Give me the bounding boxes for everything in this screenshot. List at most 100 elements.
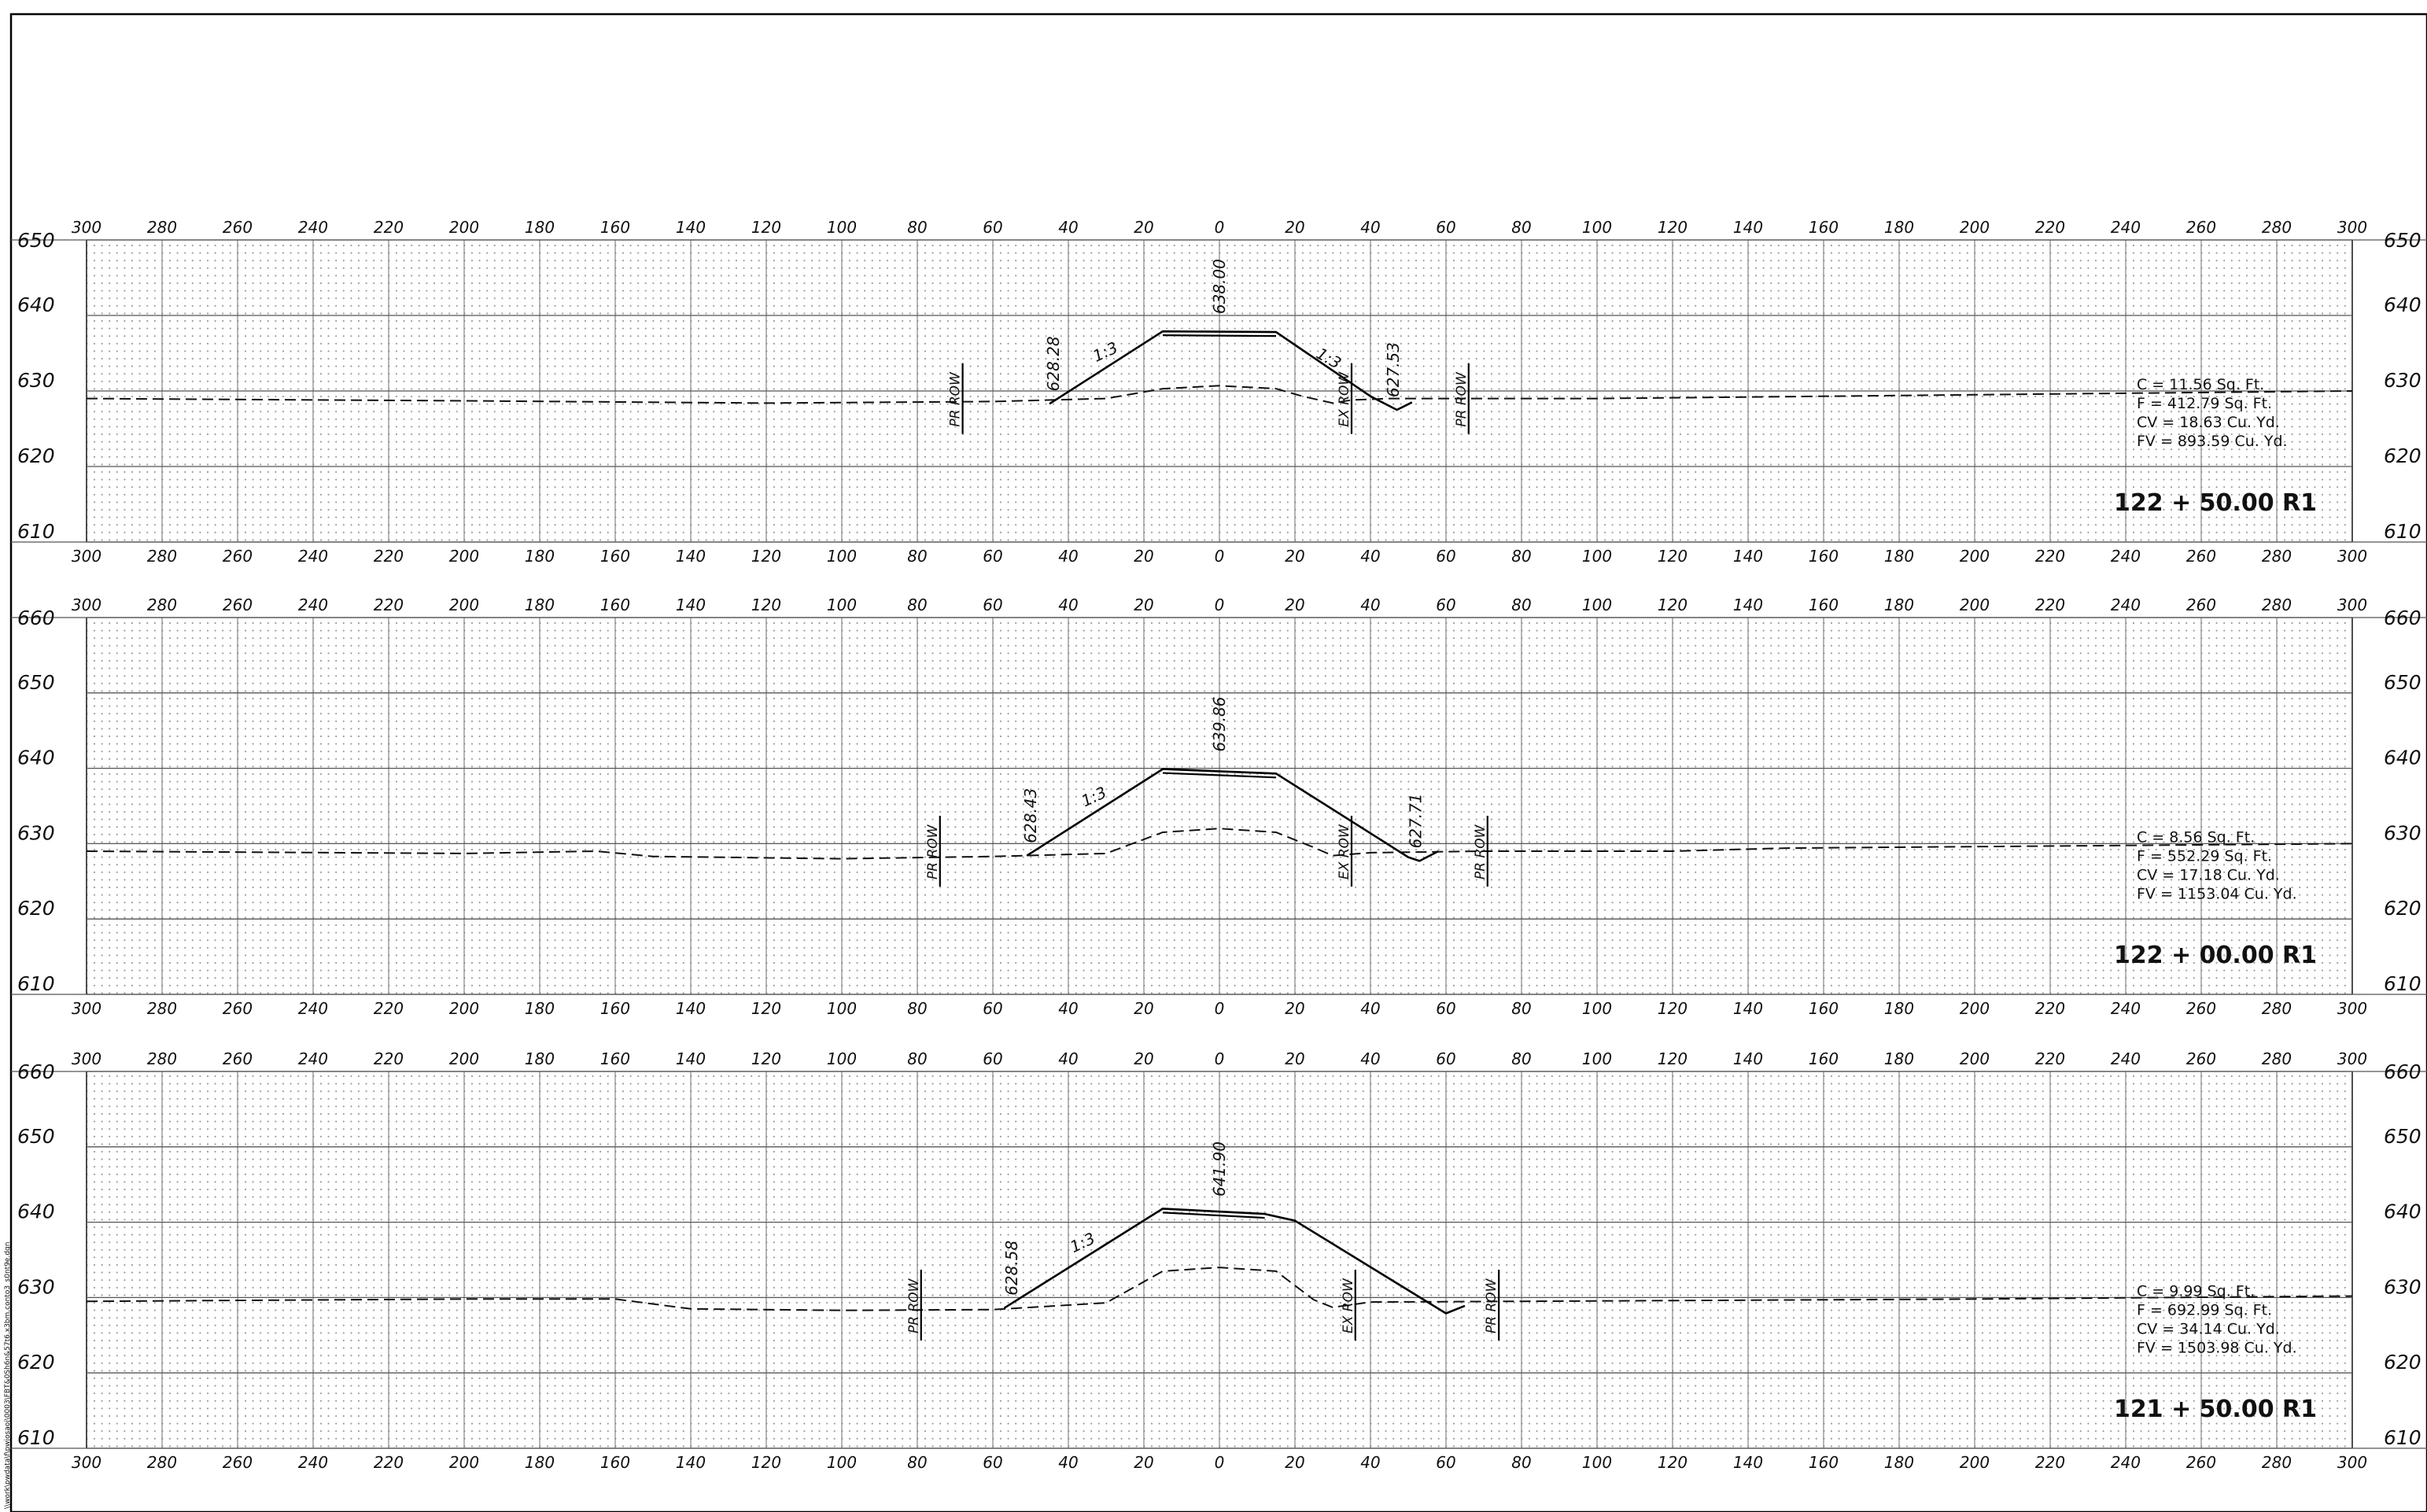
offset-tick-label-top: 180 bbox=[525, 1049, 555, 1068]
offset-tick-label-bottom: 20 bbox=[1134, 999, 1153, 1018]
elevation-axis-label-right: 620 bbox=[2384, 1351, 2421, 1374]
offset-tick-label-bottom: 80 bbox=[1511, 1453, 1531, 1472]
offset-tick-label-bottom: 180 bbox=[1884, 547, 1914, 566]
offset-tick-label-bottom: 100 bbox=[1582, 547, 1612, 566]
offset-tick-label-top: 200 bbox=[1960, 596, 1990, 614]
row-marker-label: PR ROW bbox=[1454, 371, 1470, 427]
offset-tick-label-top: 180 bbox=[1884, 1049, 1914, 1068]
offset-tick-label-bottom: 100 bbox=[827, 999, 857, 1018]
offset-tick-label-top: 80 bbox=[907, 596, 927, 614]
offset-tick-label-bottom: 220 bbox=[2035, 999, 2065, 1018]
offset-tick-label-bottom: 180 bbox=[1884, 1453, 1914, 1472]
offset-tick-label-bottom: 260 bbox=[2186, 547, 2216, 566]
offset-tick-label-bottom: 140 bbox=[676, 999, 706, 1018]
offset-tick-label-top: 60 bbox=[1436, 596, 1455, 614]
offset-tick-label-bottom: 300 bbox=[72, 547, 101, 566]
offset-tick-label-bottom: 140 bbox=[1733, 1453, 1763, 1472]
elevation-annotation: 627.53 bbox=[1384, 342, 1403, 397]
offset-tick-label-top: 160 bbox=[1809, 596, 1839, 614]
offset-tick-label-bottom: 20 bbox=[1134, 547, 1153, 566]
offset-tick-label-top: 300 bbox=[72, 1049, 101, 1068]
offset-tick-label-top: 40 bbox=[1360, 1049, 1380, 1068]
offset-tick-label-top: 260 bbox=[223, 596, 253, 614]
offset-tick-label-top: 300 bbox=[2337, 1049, 2367, 1068]
offset-tick-label-top: 140 bbox=[1733, 1049, 1763, 1068]
elevation-axis-label-right: 620 bbox=[2384, 897, 2421, 920]
offset-tick-label-bottom: 40 bbox=[1058, 1453, 1078, 1472]
offset-tick-label-top: 60 bbox=[1436, 1049, 1455, 1068]
existing-ground-line bbox=[86, 385, 2353, 404]
offset-tick-label-top: 80 bbox=[1511, 218, 1531, 237]
elevation-axis-label-left: 610 bbox=[17, 520, 55, 543]
offset-tick-label-bottom: 80 bbox=[907, 1453, 927, 1472]
offset-tick-label-top: 280 bbox=[147, 596, 177, 614]
offset-tick-label-top: 220 bbox=[374, 218, 404, 237]
offset-tick-label-bottom: 20 bbox=[1285, 547, 1304, 566]
pavement-line bbox=[1162, 772, 1277, 779]
offset-tick-label-top: 240 bbox=[298, 1049, 328, 1068]
offset-tick-label-bottom: 240 bbox=[298, 999, 328, 1018]
offset-tick-label-bottom: 100 bbox=[827, 547, 857, 566]
offset-tick-label-top: 220 bbox=[374, 1049, 404, 1068]
elevation-axis-label-left: 610 bbox=[17, 972, 55, 995]
elevation-axis-label-right: 640 bbox=[2384, 1200, 2421, 1223]
offset-tick-label-top: 260 bbox=[2186, 1049, 2216, 1068]
elevation-axis-label-left: 630 bbox=[17, 821, 55, 844]
offset-tick-label-top: 120 bbox=[1658, 218, 1687, 237]
offset-tick-label-top: 60 bbox=[983, 218, 1002, 237]
elevation-axis-label-right: 620 bbox=[2384, 444, 2421, 467]
offset-tick-label-bottom: 80 bbox=[907, 999, 927, 1018]
offset-tick-label-bottom: 160 bbox=[1809, 547, 1839, 566]
proposed-section-line bbox=[1003, 1208, 1466, 1315]
offset-tick-label-top: 40 bbox=[1058, 218, 1078, 237]
offset-tick-label-top: 160 bbox=[1809, 1049, 1839, 1068]
offset-tick-label-top: 20 bbox=[1285, 596, 1304, 614]
offset-tick-label-bottom: 140 bbox=[676, 1453, 706, 1472]
existing-ground-line bbox=[86, 1267, 2353, 1311]
elevation-annotation: 628.58 bbox=[1002, 1241, 1021, 1296]
offset-tick-label-top: 280 bbox=[2262, 218, 2292, 237]
offset-tick-label-bottom: 60 bbox=[983, 999, 1002, 1018]
offset-tick-label-top: 20 bbox=[1134, 1049, 1153, 1068]
offset-tick-label-bottom: 160 bbox=[600, 1453, 630, 1472]
offset-tick-label-bottom: 240 bbox=[2111, 1453, 2141, 1472]
elevation-axis-label-right: 650 bbox=[2384, 1125, 2421, 1148]
offset-tick-label-top: 80 bbox=[1511, 1049, 1531, 1068]
elevation-annotation: 628.43 bbox=[1021, 788, 1040, 843]
offset-tick-label-top: 0 bbox=[1215, 1049, 1225, 1068]
offset-tick-label-top: 220 bbox=[2035, 1049, 2065, 1068]
row-marker-label: EX ROW bbox=[1337, 824, 1352, 880]
quantity-line: F = 692.99 Sq. Ft. bbox=[2137, 1301, 2272, 1318]
row-marker-label: PR ROW bbox=[925, 824, 941, 880]
offset-tick-label-top: 160 bbox=[1809, 218, 1839, 237]
cross-section-panel: 3003002802802602602402402202202002001801… bbox=[11, 596, 2427, 1018]
offset-tick-label-bottom: 180 bbox=[525, 1453, 555, 1472]
elevation-axis-label-right: 610 bbox=[2384, 972, 2421, 995]
elevation-axis-label-right: 650 bbox=[2384, 671, 2421, 694]
offset-tick-label-bottom: 180 bbox=[525, 547, 555, 566]
station-label: 122 + 00.00 R1 bbox=[2114, 942, 2317, 969]
offset-tick-label-bottom: 200 bbox=[449, 547, 479, 566]
row-marker-label: EX ROW bbox=[1337, 371, 1352, 427]
elevation-axis-label-left: 650 bbox=[17, 671, 55, 694]
station-label: 121 + 50.00 R1 bbox=[2114, 1396, 2317, 1423]
sheet-border bbox=[9, 13, 2427, 1512]
quantity-line: FV = 893.59 Cu. Yd. bbox=[2137, 433, 2288, 450]
elevation-axis-label-right: 610 bbox=[2384, 1426, 2421, 1449]
elevation-axis-label-right: 650 bbox=[2384, 229, 2421, 252]
elevation-axis-label-left: 630 bbox=[17, 1275, 55, 1298]
offset-tick-label-bottom: 80 bbox=[907, 547, 927, 566]
offset-tick-label-bottom: 260 bbox=[223, 1453, 253, 1472]
quantity-line: FV = 1503.98 Cu. Yd. bbox=[2137, 1339, 2297, 1356]
offset-tick-label-bottom: 200 bbox=[1960, 1453, 1990, 1472]
elevation-axis-label-left: 640 bbox=[17, 747, 55, 769]
offset-tick-label-top: 40 bbox=[1058, 1049, 1078, 1068]
offset-tick-label-bottom: 200 bbox=[449, 999, 479, 1018]
offset-tick-label-top: 260 bbox=[223, 1049, 253, 1068]
offset-tick-label-top: 100 bbox=[827, 218, 857, 237]
offset-tick-label-bottom: 40 bbox=[1360, 547, 1380, 566]
quantity-line: C = 11.56 Sq. Ft. bbox=[2137, 376, 2264, 393]
offset-tick-label-bottom: 260 bbox=[223, 999, 253, 1018]
offset-tick-label-bottom: 120 bbox=[1658, 1453, 1687, 1472]
